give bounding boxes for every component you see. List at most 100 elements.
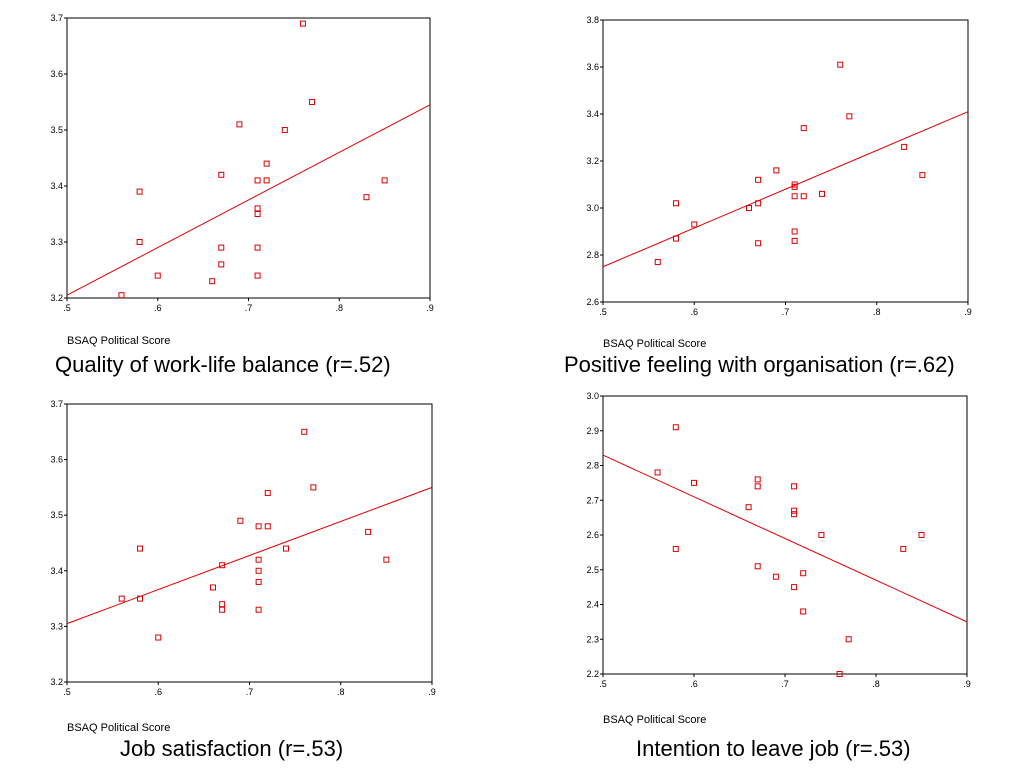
data-point [236, 121, 243, 128]
data-point [818, 532, 825, 538]
x-tick-label: .8 [337, 687, 345, 697]
y-tick-label: 2.5 [586, 565, 599, 575]
y-tick-label: 2.3 [586, 634, 599, 644]
y-tick-label: 3.2 [50, 293, 63, 303]
regression-line [602, 454, 968, 623]
data-point [219, 606, 226, 613]
x-tick-label: .7 [781, 679, 789, 689]
regression-line [66, 104, 431, 296]
scatter-plot-positive-feeling: 2.6 2.8 3.0 3.2 3.4 3.6 3.8 .5 .6 .7 .8 .9 [586, 15, 972, 317]
data-point [136, 188, 143, 195]
data-point [754, 563, 761, 570]
x-tick-label: .6 [690, 307, 698, 317]
y-tick-label: 3.0 [586, 203, 599, 213]
data-point [846, 113, 853, 120]
y-tick-label: 2.8 [586, 250, 599, 260]
data-point [791, 193, 798, 200]
x-tick-label: .7 [246, 687, 254, 697]
data-point [800, 570, 807, 577]
data-point [218, 244, 225, 251]
chart-panel-intention-to-leave: 2.2 2.3 2.4 2.5 2.6 2.7 2.8 2.9 3.0 .5 .6 .7 .8 .9 BS… [512, 384, 1024, 768]
data-point [219, 601, 226, 608]
regression-line [602, 111, 969, 268]
y-tick-label: 3.8 [586, 15, 599, 25]
data-point [255, 556, 262, 563]
x-axis-label: BSAQ Political Score [67, 722, 171, 734]
data-point [673, 200, 679, 207]
y-tick-label: 3.5 [50, 125, 63, 135]
data-point [791, 228, 798, 235]
chart-panel-job-satisfaction: 3.2 3.3 3.4 3.5 3.6 3.7 .5 .6 .7 .8 .9 BSAQ Politi… [0, 384, 512, 768]
regression-line [66, 486, 433, 625]
data-point [299, 20, 306, 27]
x-tick-label: .6 [154, 303, 162, 313]
data-point [254, 272, 261, 279]
data-point [791, 483, 798, 490]
data-point [301, 428, 308, 435]
plot-frame [602, 395, 968, 675]
data-point [791, 584, 798, 591]
data-point [118, 292, 125, 299]
plot-frame [66, 403, 433, 683]
scatter-plot-work-life-balance: 3.2 3.3 3.4 3.5 3.6 3.7 .5 .6 .7 .8 .9 [50, 13, 434, 313]
data-point [901, 143, 908, 150]
data-point [255, 523, 262, 530]
data-point [919, 172, 926, 179]
data-point [772, 573, 779, 580]
x-tick-label: .9 [428, 687, 436, 697]
data-point [136, 239, 143, 245]
x-tick-label: .9 [426, 303, 434, 313]
data-point [237, 517, 244, 524]
data-point [255, 578, 262, 585]
x-tick-label: .5 [63, 687, 71, 697]
y-tick-label: 3.6 [586, 62, 599, 72]
data-point [836, 671, 843, 677]
data-point [791, 237, 798, 244]
data-point [263, 160, 270, 167]
y-tick-label: 3.6 [50, 455, 63, 465]
data-point [791, 183, 798, 190]
y-tick-label: 3.4 [586, 109, 599, 119]
y-tick-label: 3.2 [50, 677, 63, 687]
x-tick-label: .8 [335, 303, 343, 313]
data-point [773, 167, 780, 174]
x-tick-label: .9 [964, 307, 972, 317]
data-point [363, 194, 370, 201]
y-tick-label: 2.7 [586, 495, 599, 505]
data-point [918, 532, 925, 538]
data-point [900, 545, 907, 552]
data-point [654, 469, 661, 476]
data-point [746, 205, 752, 211]
data-point [672, 424, 679, 431]
data-point [800, 608, 807, 615]
x-tick-label: .6 [154, 687, 162, 697]
x-tick-label: .7 [245, 303, 253, 313]
scatter-plot-job-satisfaction: 3.2 3.3 3.4 3.5 3.6 3.7 .5 .6 .7 .8 .9 [50, 399, 436, 697]
data-point [691, 479, 697, 486]
data-point [255, 606, 262, 613]
x-axis-label: BSAQ Political Score [603, 338, 707, 350]
y-tick-label: 3.3 [50, 621, 63, 631]
y-tick-label: 3.4 [50, 181, 63, 191]
y-tick-label: 2.9 [586, 426, 599, 436]
y-tick-label: 2.4 [586, 600, 599, 610]
plot-frame [66, 17, 431, 299]
data-point [255, 567, 262, 574]
data-point [155, 634, 162, 641]
data-point [137, 545, 143, 552]
chart-title: Positive feeling with organisation (r=.6… [564, 352, 955, 377]
data-point [281, 127, 288, 133]
chart-title: Job satisfaction (r=.53) [120, 736, 344, 761]
data-point [672, 545, 679, 552]
data-point [209, 278, 216, 285]
data-point [254, 244, 261, 251]
y-tick-label: 2.6 [586, 297, 599, 307]
x-tick-label: .8 [872, 679, 880, 689]
y-tick-label: 3.7 [50, 13, 63, 23]
y-tick-label: 3.0 [586, 391, 599, 401]
y-tick-label: 3.7 [50, 399, 63, 409]
data-point [654, 259, 661, 266]
x-tick-label: .5 [599, 307, 607, 317]
y-tick-label: 2.6 [586, 530, 599, 540]
x-tick-label: .9 [963, 679, 971, 689]
